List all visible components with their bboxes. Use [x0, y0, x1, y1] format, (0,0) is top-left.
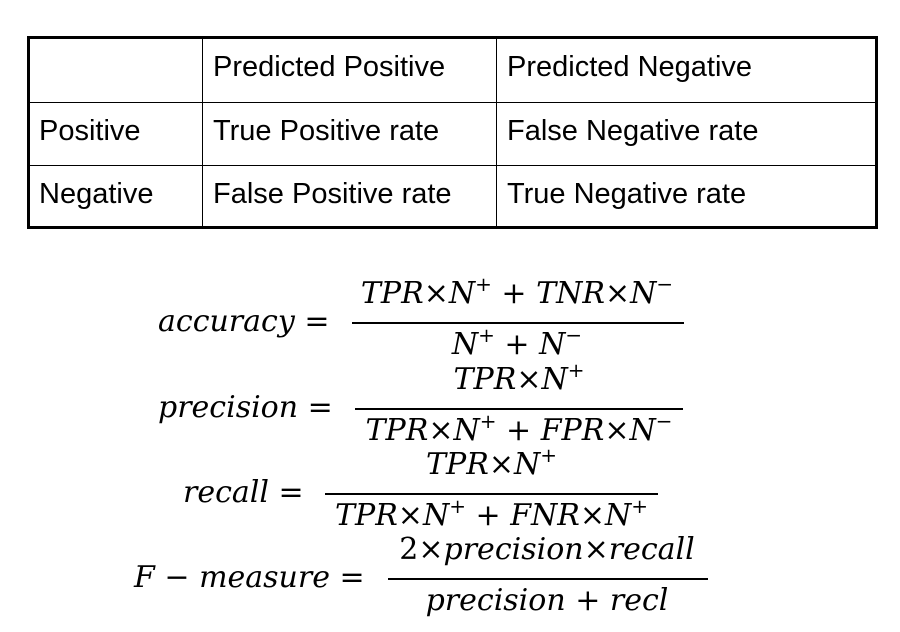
precision-label: precision [158, 390, 299, 425]
recall-lhs: recall = [183, 475, 304, 510]
n-term: N [629, 413, 656, 448]
cell-false-positive-rate: False Positive rate [202, 166, 496, 229]
n-term: N [604, 498, 632, 533]
n-term: N [422, 498, 450, 533]
precision-fraction-bar [355, 408, 683, 410]
n-term: N [448, 276, 476, 311]
two-coefficient: 2 [399, 532, 419, 567]
tpr-term: TPR [426, 447, 489, 482]
f-measure-denominator: precision + recl [425, 583, 669, 618]
precision-numerator: TPR×N+ [453, 358, 585, 397]
tnr-term: TNR [536, 276, 605, 311]
cell-true-positive-rate: True Positive rate [202, 103, 496, 166]
n-term: N [539, 327, 566, 362]
tpr-term: TPR [360, 276, 424, 311]
header-cell-predicted-positive: Predicted Positive [202, 39, 496, 102]
f-symbol: F [134, 560, 155, 595]
row-label-positive: Positive [39, 115, 141, 147]
row-label-negative: Negative [39, 178, 154, 210]
accuracy-lhs: accuracy = [158, 304, 330, 339]
cell-false-negative-rate: False Negative rate [496, 103, 878, 166]
recall-denominator: TPR×N+ + FNR×N+ [335, 494, 648, 533]
precision-lhs: precision = [158, 390, 333, 425]
precision-term: precision [443, 532, 584, 567]
fpr-term: FPR [540, 413, 605, 448]
accuracy-denominator: N+ + N− [451, 323, 583, 362]
n-term: N [630, 276, 657, 311]
measure-label: measure [199, 560, 330, 595]
accuracy-numerator: TPR×N+ + TNR×N− [360, 272, 674, 311]
n-term: N [451, 327, 479, 362]
recall-term: recall [608, 532, 695, 567]
recall-fraction-bar [325, 493, 658, 495]
f-measure-numerator: 2×precision×recall [399, 532, 695, 567]
cell-true-negative-rate: True Negative rate [496, 166, 878, 229]
recall-label: recall [183, 475, 269, 510]
recall-numerator: TPR×N+ [426, 443, 557, 482]
fnr-term: FNR [510, 498, 580, 533]
confusion-matrix-table: Predicted Positive Predicted Negative Po… [27, 36, 878, 229]
accuracy-label: accuracy [158, 304, 295, 339]
precision-denominator: TPR×N+ + FPR×N− [365, 409, 673, 448]
n-term: N [453, 413, 480, 448]
f-measure-lhs: F − measure = [134, 560, 365, 595]
precision-term: precision [425, 583, 566, 618]
n-term: N [513, 447, 541, 482]
accuracy-fraction-bar [352, 322, 684, 324]
table-header-row: Predicted Positive Predicted Negative [30, 39, 875, 102]
header-cell-predicted-negative: Predicted Negative [496, 39, 878, 102]
tpr-term: TPR [365, 413, 429, 448]
f-measure-fraction-bar [388, 578, 708, 580]
tpr-term: TPR [335, 498, 398, 533]
table-row-positive: Positive True Positive rate False Negati… [30, 102, 875, 166]
n-term: N [541, 362, 568, 397]
recl-term: recl [609, 583, 669, 618]
tpr-term: TPR [453, 362, 517, 397]
table-row-negative: Negative False Positive rate True Negati… [30, 165, 875, 229]
header-cell-empty [30, 39, 202, 102]
